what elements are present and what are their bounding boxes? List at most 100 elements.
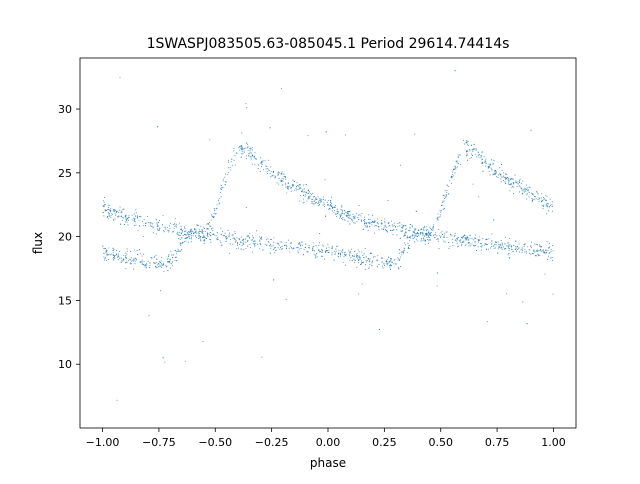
data-point	[432, 235, 434, 237]
data-point	[299, 187, 301, 189]
data-point	[464, 234, 466, 236]
data-point	[124, 256, 126, 258]
data-point	[365, 260, 367, 262]
data-point	[198, 228, 200, 230]
data-point	[495, 171, 497, 173]
data-point	[428, 235, 430, 237]
data-point	[393, 224, 395, 226]
data-point	[333, 212, 335, 214]
data-point	[254, 245, 256, 247]
data-point	[315, 257, 317, 259]
data-point	[296, 184, 299, 187]
data-point	[318, 249, 320, 251]
data-point	[403, 247, 405, 249]
data-point	[281, 177, 283, 179]
data-point	[541, 249, 543, 251]
data-point	[314, 199, 316, 201]
data-point	[384, 224, 386, 226]
data-point	[474, 153, 476, 155]
data-point	[302, 189, 304, 191]
data-point	[153, 262, 156, 264]
data-point	[381, 265, 384, 267]
data-point	[447, 185, 449, 187]
data-point	[358, 219, 360, 221]
data-point	[182, 235, 184, 237]
data-point	[322, 204, 324, 206]
data-point	[530, 246, 533, 248]
data-point	[471, 154, 473, 157]
data-point	[104, 247, 106, 249]
data-point	[504, 178, 506, 180]
data-point	[122, 260, 124, 262]
data-point	[322, 245, 325, 247]
data-point	[488, 163, 490, 165]
data-point	[391, 224, 393, 226]
data-point	[515, 240, 517, 242]
data-point	[190, 236, 193, 238]
data-point	[521, 248, 523, 250]
data-point	[198, 236, 200, 238]
data-point	[295, 186, 298, 188]
data-point	[521, 251, 523, 253]
data-point	[233, 150, 235, 152]
data-point	[408, 240, 410, 242]
data-point	[113, 259, 115, 261]
data-point	[514, 248, 516, 250]
data-point	[437, 238, 439, 240]
data-point	[203, 239, 205, 241]
data-point	[141, 255, 143, 257]
data-point	[367, 230, 369, 232]
data-point	[225, 236, 227, 238]
data-point	[175, 225, 177, 227]
data-point	[309, 195, 311, 197]
data-point	[487, 165, 489, 168]
data-point	[323, 202, 325, 204]
data-point	[251, 251, 253, 253]
data-point	[475, 149, 477, 151]
data-point	[108, 204, 110, 206]
data-point	[316, 256, 318, 258]
data-point	[285, 241, 287, 243]
data-point	[311, 198, 313, 200]
data-point	[439, 210, 441, 212]
data-point	[448, 193, 450, 195]
data-point	[511, 187, 513, 189]
data-point	[478, 239, 480, 241]
data-point	[158, 263, 160, 265]
data-point	[348, 254, 350, 256]
data-point	[318, 242, 320, 244]
data-point	[428, 233, 430, 235]
data-point	[449, 246, 451, 248]
data-point	[348, 249, 350, 251]
data-point	[303, 191, 305, 193]
data-point	[260, 166, 263, 168]
data-point	[179, 238, 181, 241]
data-point	[422, 237, 425, 239]
data-point	[312, 242, 314, 244]
data-point	[481, 162, 483, 165]
data-point	[489, 174, 491, 176]
data-point	[515, 250, 517, 252]
data-point	[220, 196, 222, 198]
data-point	[168, 225, 170, 227]
data-point	[446, 236, 448, 238]
data-point	[491, 241, 493, 243]
data-point	[389, 224, 391, 226]
data-point	[260, 238, 262, 240]
data-point	[409, 223, 411, 226]
data-point	[103, 205, 105, 208]
data-point	[362, 228, 364, 230]
data-point	[446, 231, 448, 233]
data-point	[395, 263, 397, 265]
data-point	[442, 201, 444, 204]
data-point	[355, 256, 358, 258]
data-point	[399, 222, 401, 224]
data-point	[401, 227, 404, 229]
data-point	[307, 190, 309, 192]
data-point	[112, 247, 114, 249]
data-point	[246, 107, 248, 109]
data-point	[480, 245, 482, 247]
data-point	[545, 199, 547, 201]
data-point	[141, 263, 143, 265]
data-point	[175, 256, 177, 258]
